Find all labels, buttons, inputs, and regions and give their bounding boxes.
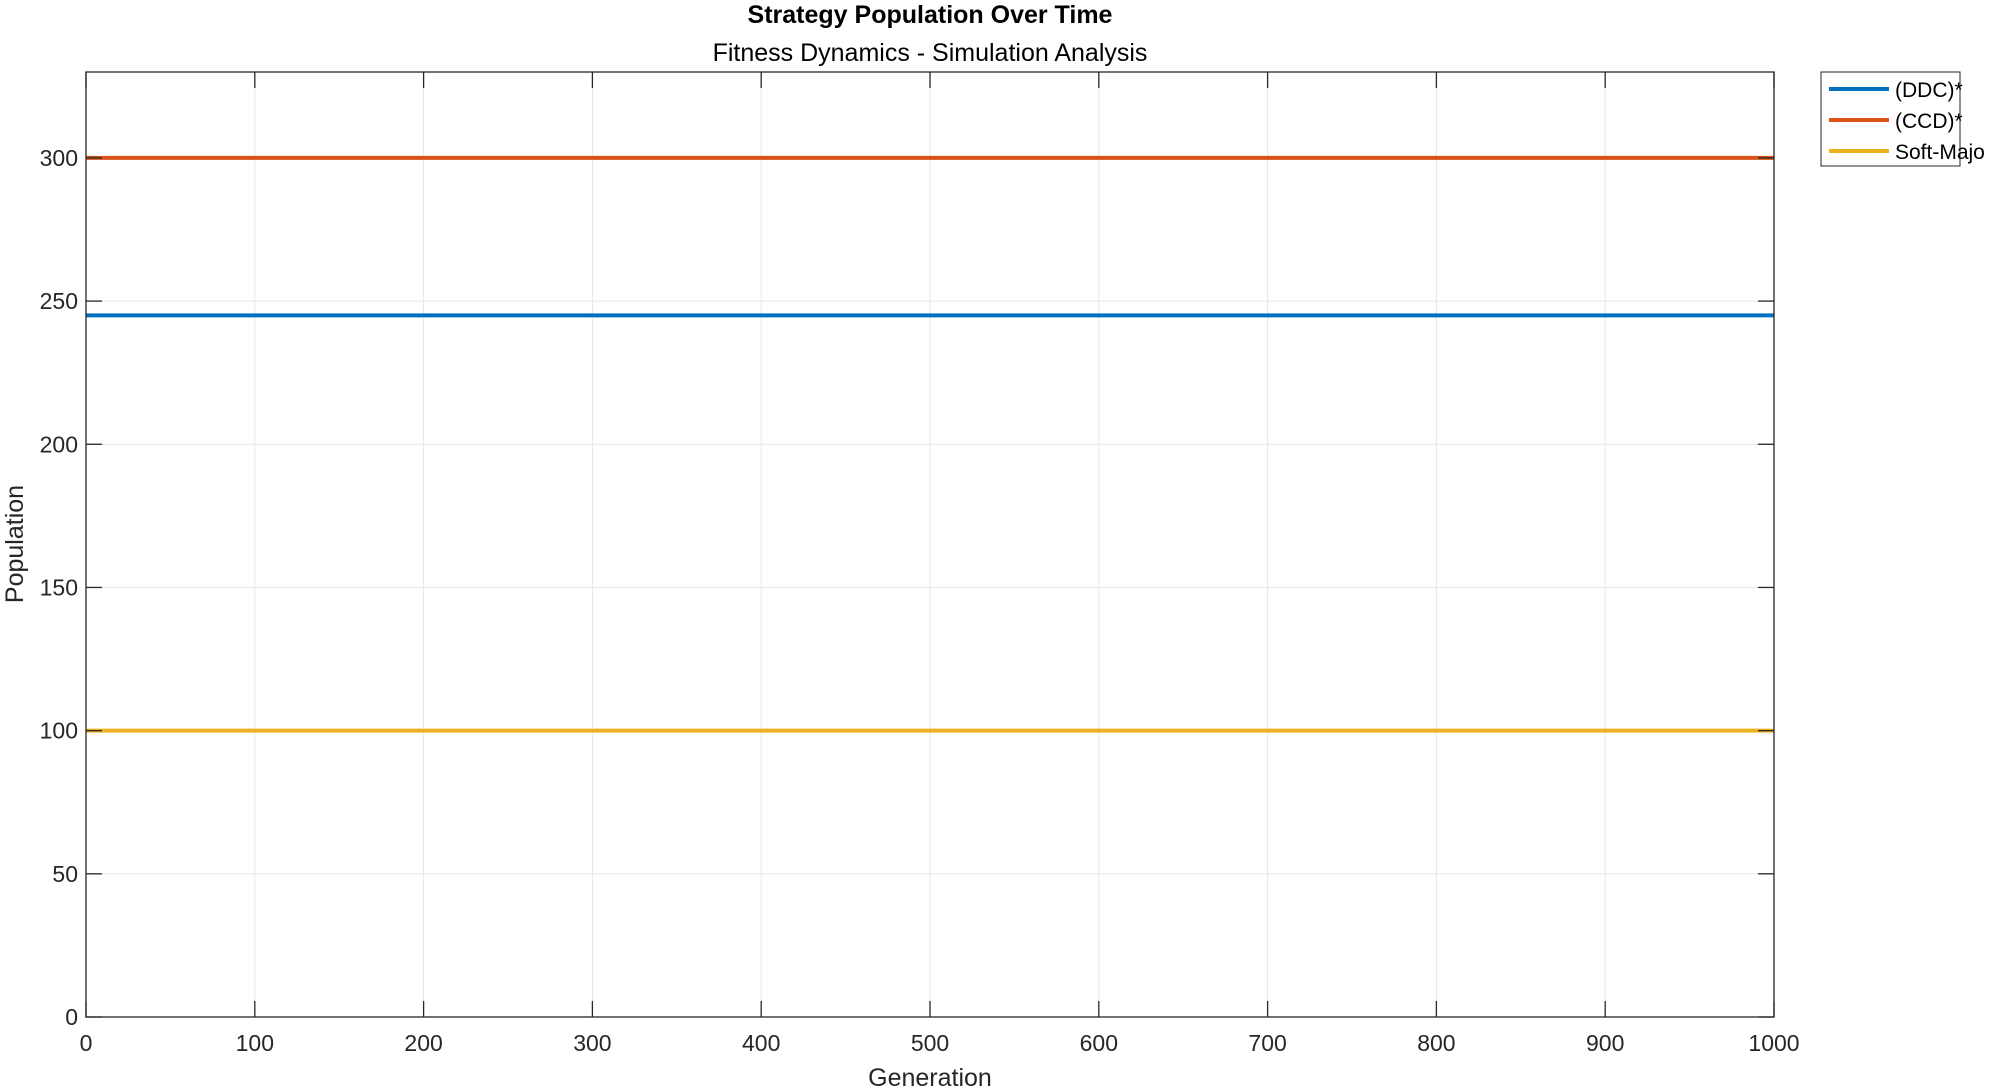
legend-label-2: Soft-Majo bbox=[1895, 141, 1985, 164]
legend-entries: (DDC)* (CCD)* Soft-Majo bbox=[1829, 79, 1985, 164]
x-tick-label: 200 bbox=[404, 1030, 442, 1056]
legend-label-0: (DDC)* bbox=[1895, 79, 1963, 102]
chart-title: Strategy Population Over Time bbox=[748, 1, 1113, 29]
x-tick-label: 800 bbox=[1417, 1030, 1455, 1056]
axis-ticks bbox=[85, 72, 1775, 1018]
x-tick-label: 500 bbox=[911, 1030, 949, 1056]
y-tick-label: 150 bbox=[40, 574, 78, 600]
series-lines bbox=[86, 155, 1774, 733]
y-tick-label: 300 bbox=[40, 145, 78, 171]
y-tick-label: 100 bbox=[40, 718, 78, 744]
y-tick-label: 0 bbox=[65, 1004, 78, 1030]
x-tick-label: 400 bbox=[742, 1030, 780, 1056]
x-tick-label: 700 bbox=[1248, 1030, 1286, 1056]
y-tick-labels: 0 50 100 150 200 250 300 bbox=[40, 145, 78, 1030]
x-tick-label: 0 bbox=[80, 1030, 93, 1056]
x-tick-label: 1000 bbox=[1748, 1030, 1799, 1056]
legend: (DDC)* (CCD)* Soft-Majo bbox=[1820, 71, 1985, 167]
x-tick-labels: 0 100 200 300 400 500 600 700 800 900 1000 bbox=[80, 1030, 1800, 1056]
chart-subtitle: Fitness Dynamics - Simulation Analysis bbox=[713, 39, 1148, 67]
y-axis-label: Population bbox=[1, 485, 29, 603]
y-tick-label: 250 bbox=[40, 288, 78, 314]
y-tick-label: 50 bbox=[52, 861, 78, 887]
x-tick-label: 100 bbox=[236, 1030, 274, 1056]
legend-label-1: (CCD)* bbox=[1895, 110, 1963, 133]
y-tick-label: 200 bbox=[40, 431, 78, 457]
x-tick-label: 300 bbox=[573, 1030, 611, 1056]
x-tick-label: 900 bbox=[1586, 1030, 1624, 1056]
x-tick-label: 600 bbox=[1080, 1030, 1118, 1056]
x-axis-label: Generation bbox=[868, 1064, 992, 1091]
